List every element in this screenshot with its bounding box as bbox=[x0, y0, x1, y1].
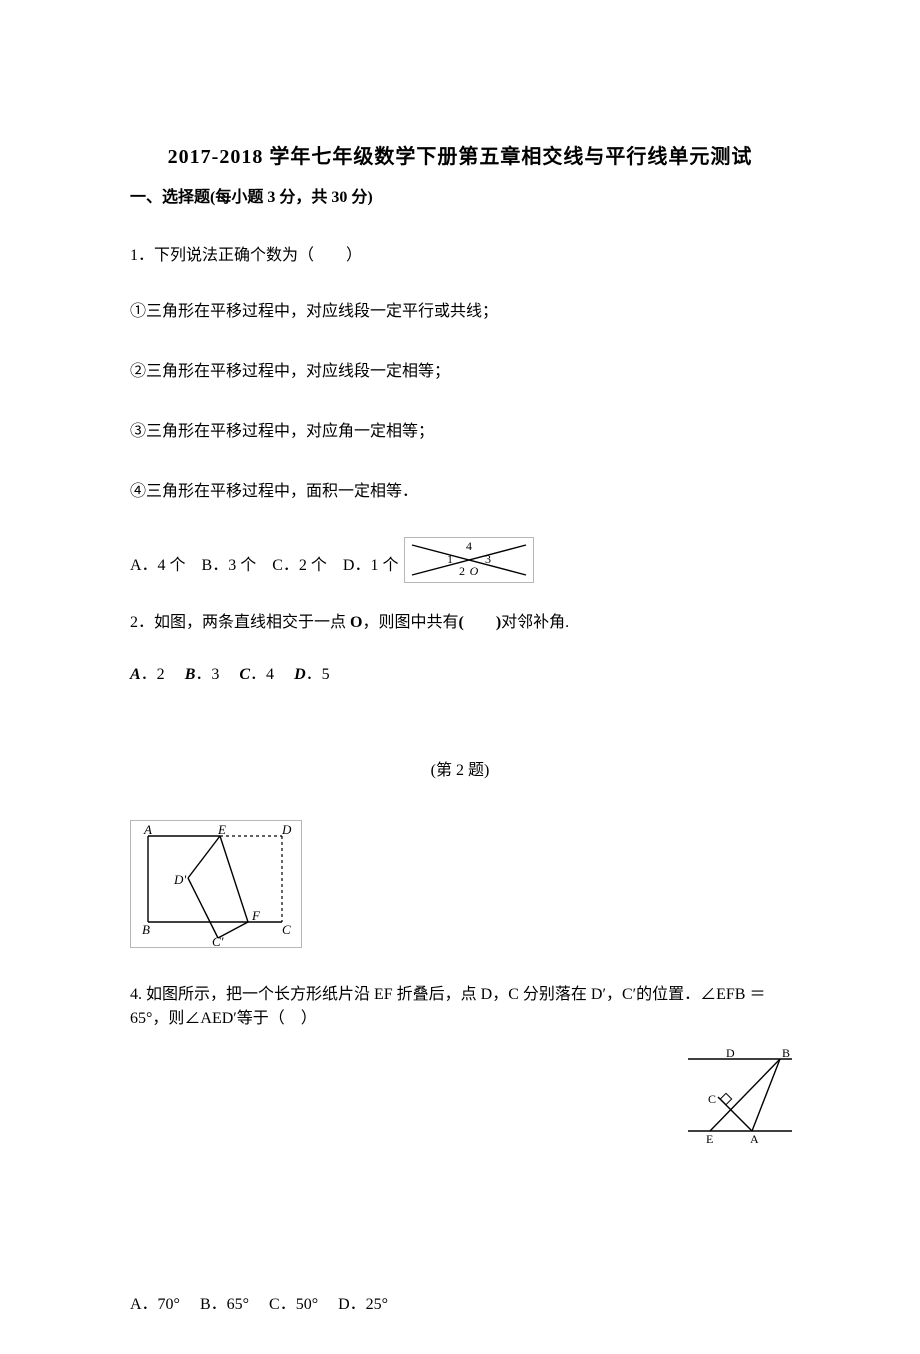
q2-opt-b-val: ．3 bbox=[195, 666, 235, 683]
q2-paren: ( ) bbox=[458, 614, 501, 631]
svg-text:E: E bbox=[706, 1132, 713, 1145]
q1-statement-2: ②三角形在平移过程中，对应线段一定相等； bbox=[130, 357, 790, 381]
q2-stem: 2．如图，两条直线相交于一点 O，则图中共有( )对邻补角. bbox=[130, 608, 790, 632]
q4-text: 4. 如图所示，把一个长方形纸片沿 EF 折叠后，点 D，C 分别落在 D′，C… bbox=[130, 983, 790, 1031]
q2-opt-b-label: B bbox=[185, 666, 196, 683]
svg-text:B: B bbox=[142, 922, 150, 937]
q2-mid: ，则图中共有 bbox=[362, 614, 458, 631]
q1-options: A．4 个 B．3 个 C．2 个 D．1 个 bbox=[130, 551, 398, 575]
q2-opt-a-label: A bbox=[130, 666, 141, 683]
q2-options: A．2 B．3 C．4 D．5 bbox=[130, 660, 790, 684]
section-header: 一、选择题(每小题 3 分，共 30 分) bbox=[130, 183, 790, 207]
q4-options: A．70° B．65° C．50° D．25° bbox=[130, 1290, 790, 1314]
svg-text:2: 2 bbox=[459, 564, 465, 578]
q2-suffix: 对邻补角. bbox=[501, 614, 569, 631]
q1-options-row: A．4 个 B．3 个 C．2 个 D．1 个 4 1 3 2 O bbox=[130, 537, 790, 588]
svg-text:C: C bbox=[708, 1092, 716, 1106]
q2-caption: (第 2 题) bbox=[130, 756, 790, 780]
q2-opt-d-val: ．5 bbox=[306, 666, 330, 683]
svg-text:1: 1 bbox=[447, 552, 453, 566]
svg-text:A: A bbox=[750, 1132, 759, 1145]
q1-statement-3: ③三角形在平移过程中，对应角一定相等； bbox=[130, 417, 790, 441]
q2-opt-c-val: ．4 bbox=[250, 666, 290, 683]
q2-diagram-inline: 4 1 3 2 O bbox=[404, 537, 534, 588]
svg-text:C: C bbox=[282, 922, 291, 937]
q2-opt-d-label: D bbox=[294, 666, 306, 683]
q2-prefix: 2．如图，两条直线相交于一点 bbox=[130, 614, 350, 631]
q2-opt-c-label: C bbox=[239, 666, 250, 683]
intersecting-lines-diagram: 4 1 3 2 O bbox=[404, 537, 534, 583]
q1-statement-4: ④三角形在平移过程中，面积一定相等． bbox=[130, 477, 790, 501]
svg-text:4: 4 bbox=[466, 539, 472, 553]
fold-diagram: A E D D' B C' F C bbox=[130, 820, 302, 948]
q4-diagram-container: D B C E A bbox=[680, 1045, 800, 1150]
svg-text:C': C' bbox=[212, 934, 224, 948]
q2-opt-a-val: ．2 bbox=[141, 666, 181, 683]
q4-diagram: D B C E A bbox=[680, 1045, 800, 1145]
svg-text:D: D bbox=[726, 1046, 735, 1060]
q1-statement-1: ①三角形在平移过程中，对应线段一定平行或共线； bbox=[130, 297, 790, 321]
svg-text:A: A bbox=[143, 822, 152, 837]
q2-o: O bbox=[350, 614, 362, 631]
svg-text:3: 3 bbox=[485, 552, 491, 566]
svg-text:O: O bbox=[470, 564, 479, 578]
svg-text:F: F bbox=[251, 908, 261, 923]
svg-text:D': D' bbox=[173, 872, 186, 887]
svg-text:E: E bbox=[217, 822, 226, 837]
fold-diagram-container: A E D D' B C' F C bbox=[130, 820, 790, 953]
page-title: 2017-2018 学年七年级数学下册第五章相交线与平行线单元测试 bbox=[130, 140, 790, 169]
svg-text:B: B bbox=[782, 1046, 790, 1060]
q1-stem: 1．下列说法正确个数为（ ） bbox=[130, 245, 790, 267]
svg-text:D: D bbox=[281, 822, 292, 837]
